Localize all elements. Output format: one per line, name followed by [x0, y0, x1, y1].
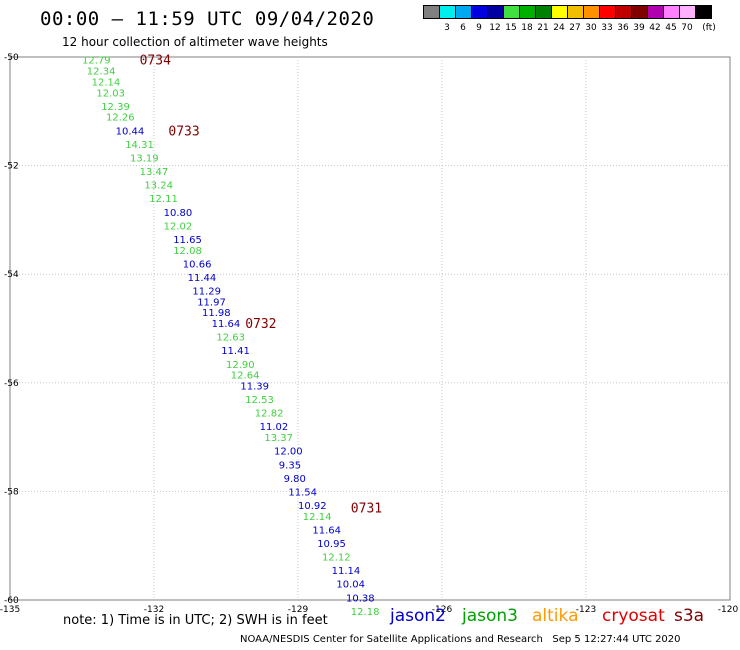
legend-label: 39	[633, 23, 645, 33]
wave-height-value: 10.38	[346, 593, 375, 604]
legend-label: 36	[617, 23, 629, 33]
wave-height-value: 12.02	[164, 221, 193, 232]
lat-tick-label: -58	[4, 487, 19, 497]
wave-height-value: 10.04	[336, 580, 365, 591]
wave-height-value: 10.44	[116, 126, 145, 137]
wave-height-value: 11.44	[188, 273, 217, 284]
lat-tick-label: -56	[4, 379, 19, 389]
wave-height-value: 11.98	[202, 308, 231, 319]
map-title: 00:00 – 11:59 UTC 09/04/2020	[40, 8, 375, 30]
footer-credit: NOAA/NESDIS Center for Satellite Applica…	[240, 634, 681, 645]
legend-label: 6	[460, 23, 466, 33]
legend-unit: (ft)	[702, 23, 716, 33]
wave-height-value: 12.11	[149, 194, 178, 205]
wave-height-value: 11.14	[332, 566, 361, 577]
wave-height-value: 12.00	[274, 447, 303, 458]
wave-height-value: 11.29	[192, 286, 221, 297]
wave-height-value: 10.92	[298, 501, 327, 512]
satellite-altika: altika	[532, 606, 579, 626]
wave-height-value: 13.47	[140, 167, 169, 178]
generated-time: Sep 5 12:27:44 UTC 2020	[552, 634, 681, 645]
lon-tick-label: -120	[718, 605, 739, 615]
wave-height-value: 11.64	[212, 319, 241, 330]
satellite-jason2: jason2	[390, 606, 446, 626]
wave-height-value: 14.31	[125, 140, 154, 151]
wave-height-value: 11.54	[288, 487, 317, 498]
legend-label: 42	[649, 23, 661, 33]
legend-label: 45	[665, 23, 677, 33]
track-time-label: 0733	[168, 124, 199, 139]
lon-tick-label: -126	[432, 605, 453, 615]
wave-height-value: 12.64	[231, 371, 260, 382]
lon-tick-label: -135	[0, 605, 20, 615]
wave-height-value: 12.03	[96, 88, 125, 99]
lat-tick-label: -54	[4, 270, 19, 280]
wave-height-value: 12.12	[322, 553, 351, 564]
legend-label: 70	[681, 23, 693, 33]
legend-label: 30	[585, 23, 597, 33]
wave-height-value: 12.82	[255, 409, 284, 420]
wave-height-value: 12.90	[226, 360, 255, 371]
map-border	[9, 56, 731, 601]
legend-swatch	[695, 5, 712, 19]
wave-height-value: 12.14	[92, 77, 121, 88]
track-time-label: 0734	[140, 54, 171, 69]
color-legend	[423, 5, 712, 19]
lon-tick-label: -123	[576, 605, 596, 615]
wave-height-value: 11.02	[260, 422, 289, 433]
wave-height-value: 10.95	[317, 539, 346, 550]
legend-label: 12	[489, 23, 501, 33]
satellite-cryosat: cryosat	[602, 606, 665, 626]
legend-label: 27	[569, 23, 581, 33]
footer-note: note: 1) Time is in UTC; 2) SWH is in fe…	[63, 613, 328, 628]
wave-height-value: 13.24	[144, 181, 173, 192]
wave-height-value: 9.35	[279, 460, 301, 471]
track-time-label: 0732	[245, 317, 276, 332]
map-subtitle: 12 hour collection of altimeter wave hei…	[62, 35, 328, 49]
wave-height-value: 13.19	[130, 153, 159, 164]
credit-text: NOAA/NESDIS Center for Satellite Applica…	[240, 634, 543, 645]
legend-label: 9	[476, 23, 482, 33]
satellite-jason3: jason3	[462, 606, 518, 626]
wave-height-value: 12.79	[82, 56, 111, 67]
wave-height-value: 9.80	[284, 474, 306, 485]
wave-height-value: 13.37	[264, 433, 293, 444]
legend-label: 24	[553, 23, 565, 33]
legend-label: 21	[537, 23, 549, 33]
lon-tick-label: -132	[144, 605, 164, 615]
lat-tick-label: -50	[4, 53, 19, 63]
wave-height-value: 12.34	[87, 67, 116, 78]
wave-height-value: 12.14	[303, 512, 332, 523]
lat-tick-label: -52	[4, 162, 19, 172]
track-time-label: 0731	[351, 502, 382, 517]
legend-label: 3	[444, 23, 450, 33]
legend-label: 33	[601, 23, 613, 33]
wave-height-value: 12.08	[173, 246, 202, 257]
lat-tick-label: -60	[4, 596, 19, 606]
wave-height-value: 11.41	[221, 346, 250, 357]
wave-height-value: 12.39	[101, 102, 130, 113]
lon-tick-label: -129	[288, 605, 309, 615]
wave-height-value: 12.63	[216, 333, 245, 344]
satellite-s3a: s3a	[674, 606, 705, 626]
wave-height-value: 10.80	[164, 208, 193, 219]
wave-height-value: 11.65	[173, 235, 202, 246]
wave-height-value: 11.39	[240, 382, 269, 393]
wave-height-value: 10.66	[183, 259, 212, 270]
wave-height-value: 11.97	[197, 297, 226, 308]
wave-height-value: 12.26	[106, 113, 135, 124]
legend-label: 18	[521, 23, 533, 33]
wave-height-value: 12.53	[245, 395, 274, 406]
legend-label: 15	[505, 23, 517, 33]
wave-height-value: 12.18	[351, 607, 380, 618]
wave-height-value: 11.64	[312, 525, 341, 536]
